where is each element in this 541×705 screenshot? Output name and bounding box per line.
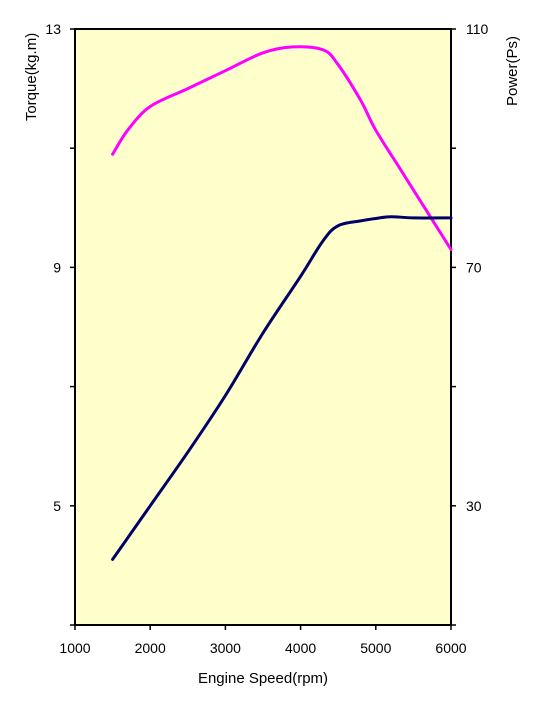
x-tick-label: 3000 — [210, 640, 241, 656]
y-right-tick-label: 70 — [466, 259, 482, 275]
y-right-tick-label: 30 — [466, 498, 482, 514]
x-tick-label: 6000 — [435, 640, 466, 656]
y-left-tick-label: 13 — [45, 21, 61, 37]
plot-area — [74, 28, 452, 626]
x-tick-label: 1000 — [59, 640, 90, 656]
x-axis-title: Engine Speed(rpm) — [198, 670, 328, 687]
x-tick-label: 5000 — [360, 640, 391, 656]
chart-series — [111, 45, 453, 561]
x-tick-label: 2000 — [135, 640, 166, 656]
power-series-line — [111, 215, 453, 561]
axis-tick-labels: 1000 2000 3000 4000 5000 6000 5 9 13 30 70 110 — [45, 21, 488, 656]
y-right-tick-label: 110 — [466, 21, 489, 37]
y-left-tick-label: 9 — [53, 259, 61, 275]
y-left-tick-label: 5 — [53, 498, 61, 514]
x-tick-label: 4000 — [285, 640, 316, 656]
axis-ticks — [70, 28, 456, 630]
y-axis-right-title: Power(Ps) — [504, 36, 521, 106]
torque-series-line — [111, 45, 453, 251]
y-axis-left-title: Torque(kg.m) — [23, 33, 40, 121]
